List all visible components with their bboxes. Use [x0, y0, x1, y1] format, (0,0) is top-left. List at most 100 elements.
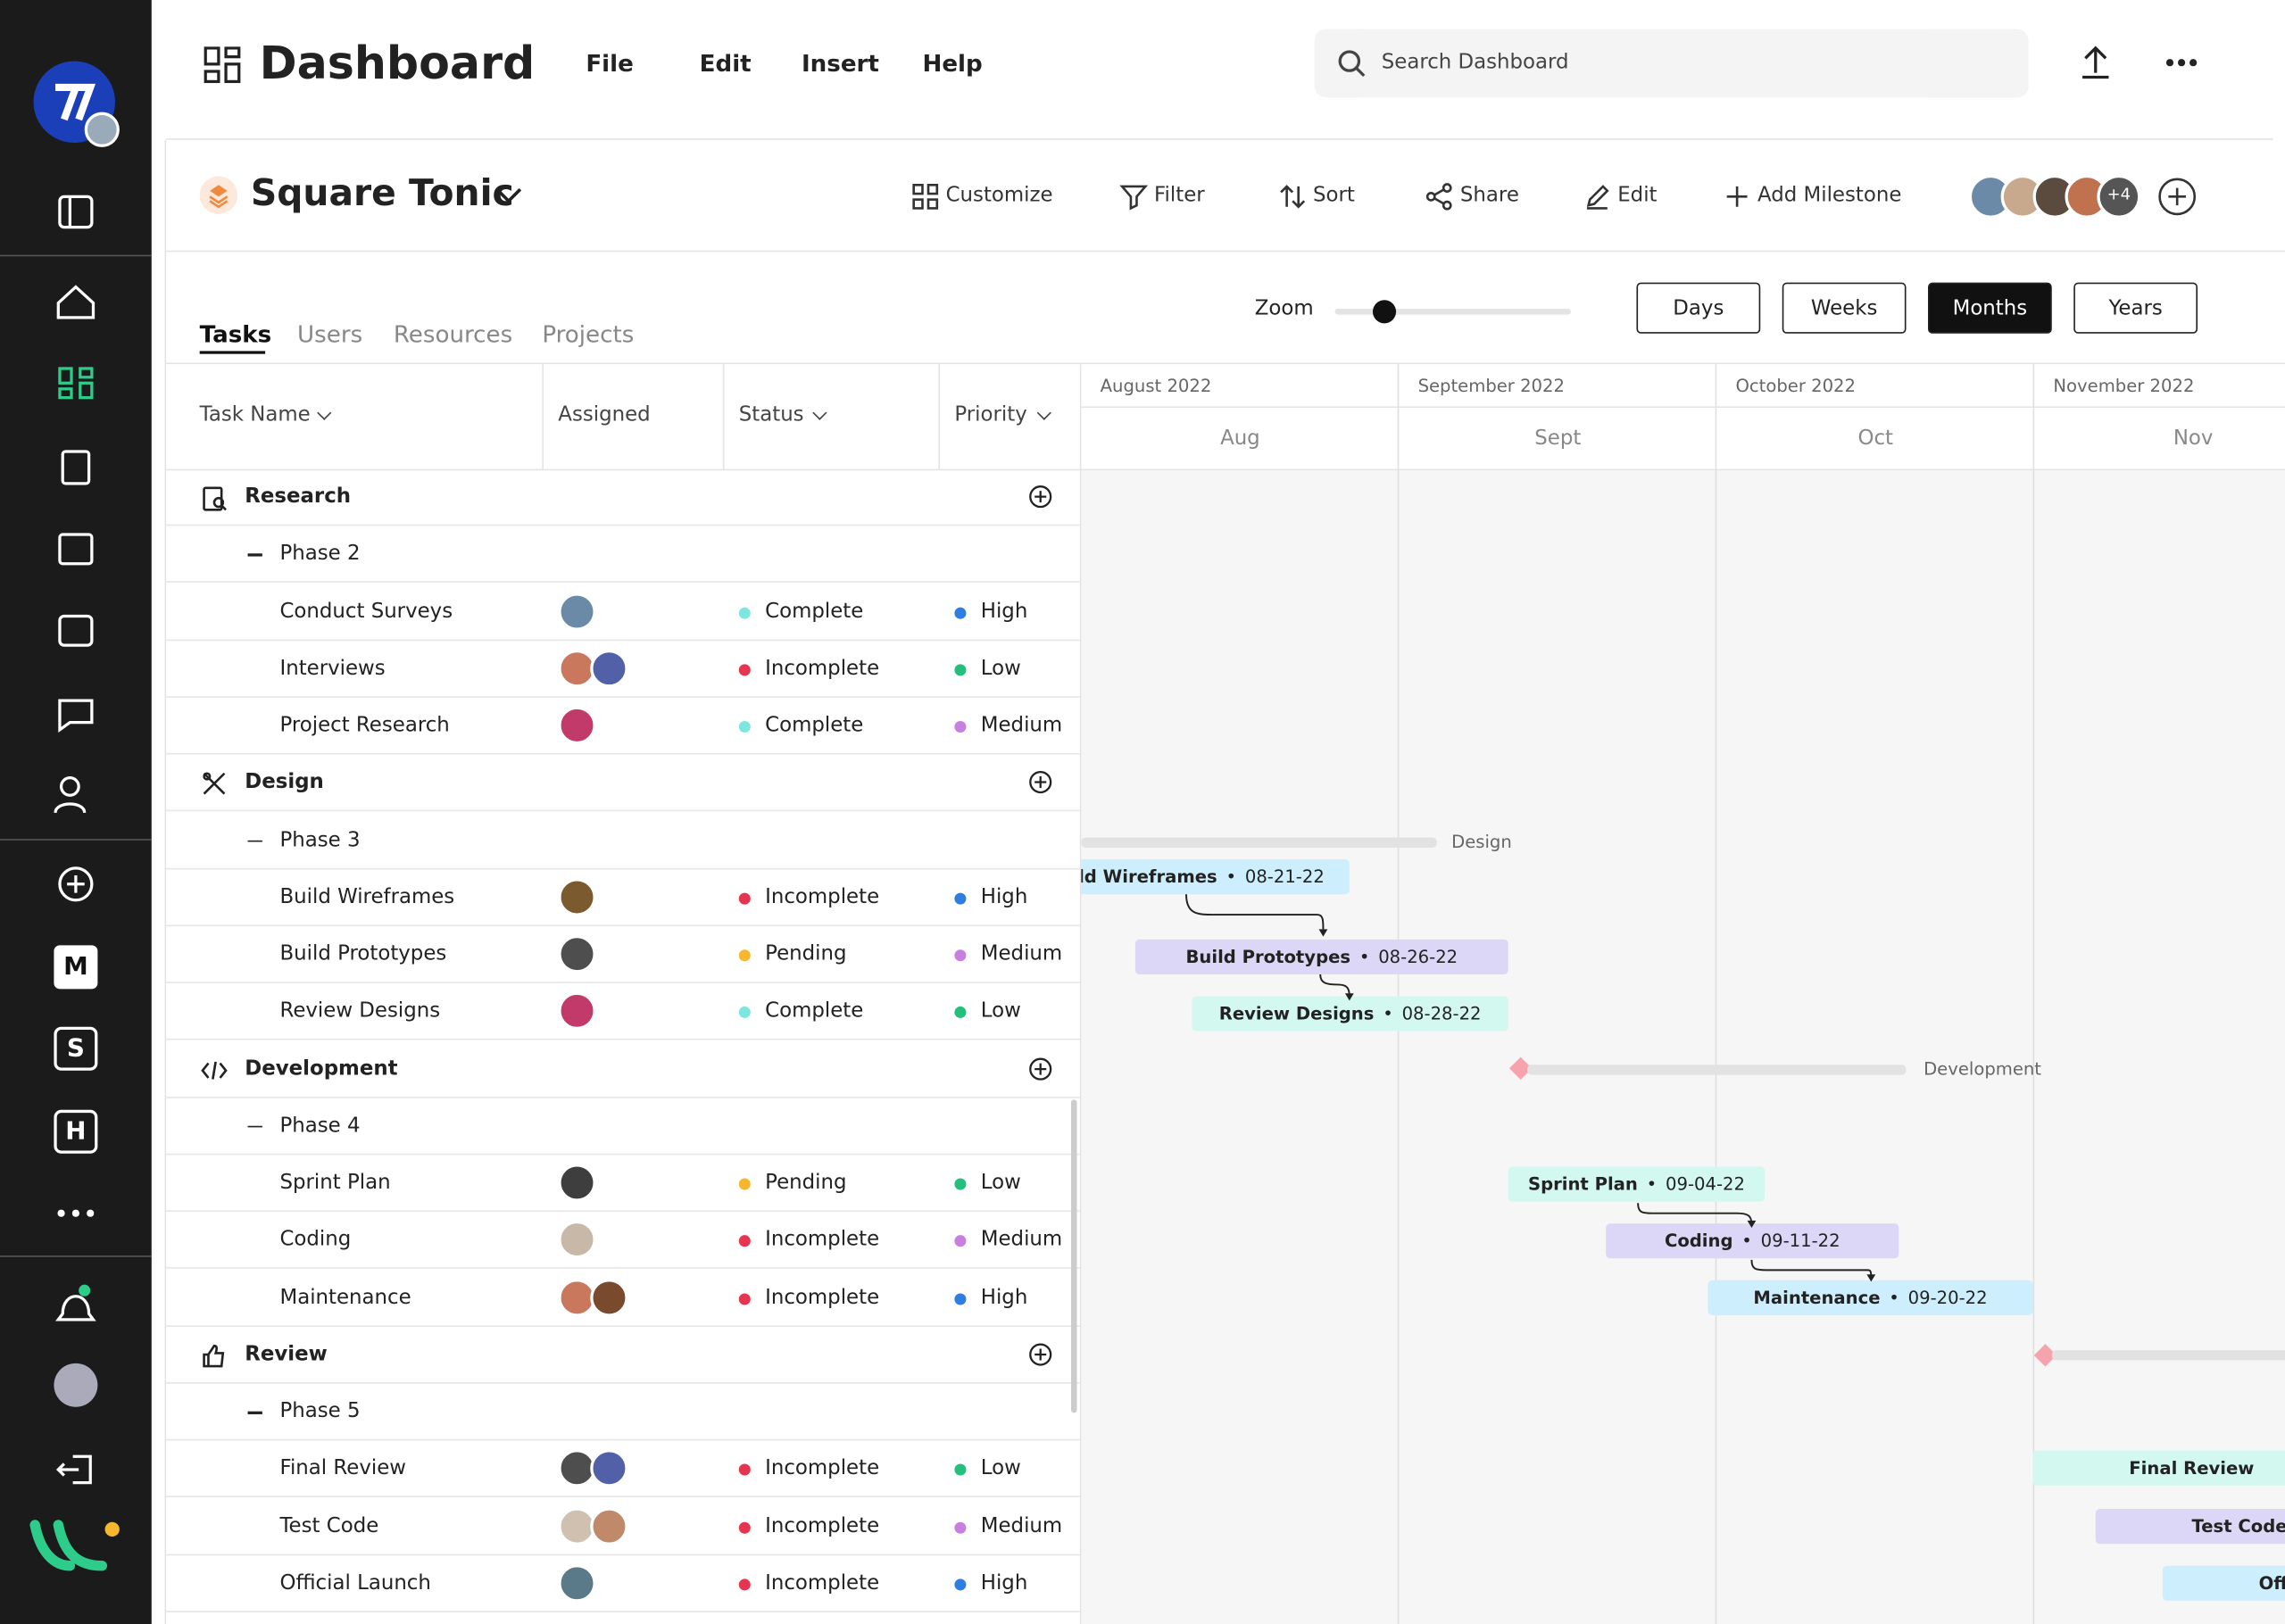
phase-row[interactable]: Phase 2 [166, 526, 1080, 584]
search-box[interactable]: Search Dashboard [1314, 29, 2029, 98]
task-row[interactable]: Maintenance Incomplete High [166, 1270, 1080, 1327]
task-row[interactable]: Interviews Incomplete Low [166, 641, 1080, 698]
toolbar-action[interactable]: Share [1459, 183, 1519, 207]
bar-date: 08-28-22 [1383, 1004, 1482, 1024]
avatar [558, 1563, 596, 1603]
task-row[interactable]: Coding Incomplete Medium [166, 1212, 1080, 1270]
toolbar-action[interactable]: Edit [1617, 183, 1658, 207]
search-icon [1338, 50, 1366, 78]
scrollbar[interactable] [1070, 1099, 1077, 1413]
dashboard-icon [204, 46, 241, 84]
tab[interactable]: Tasks [199, 320, 272, 349]
menu-item[interactable]: Help [922, 49, 983, 78]
app-s[interactable]: S [66, 1033, 85, 1064]
gantt-bar[interactable]: Sprint Plan 09-04-22 [1508, 1166, 1766, 1202]
gantt-bar[interactable]: Build Wireframes 08-21-22 [1081, 859, 1350, 895]
column-header[interactable]: Status [738, 403, 804, 427]
group-row[interactable]: Research [166, 469, 1080, 526]
action-icon [1583, 182, 1612, 211]
tab[interactable]: Users [297, 320, 363, 349]
bar-name: Build Prototypes [1185, 946, 1351, 967]
divider [166, 468, 2285, 471]
task-name: Interviews [279, 656, 386, 680]
view-button[interactable]: Years [2073, 282, 2198, 334]
task-row[interactable]: Sprint Plan Pending Low [166, 1155, 1080, 1213]
priority-dot [954, 1463, 967, 1476]
divider [0, 839, 152, 841]
phase-row[interactable]: Phase 5 [166, 1384, 1080, 1441]
phase-row[interactable]: Phase 4 [166, 1098, 1080, 1155]
sort-chevron[interactable] [1036, 405, 1051, 420]
menu-item[interactable]: Insert [801, 49, 879, 78]
more-members: +4 [2106, 185, 2131, 204]
group-row[interactable]: Design [166, 755, 1080, 812]
collapse[interactable] [247, 1125, 262, 1128]
project-dropdown[interactable] [493, 184, 525, 207]
add-task[interactable] [1029, 1343, 1052, 1366]
divider [164, 139, 167, 1624]
priority-dot [954, 720, 967, 733]
gantt-bar[interactable]: Test Code [2095, 1509, 2285, 1545]
add-task[interactable] [1029, 485, 1052, 509]
toolbar-action[interactable]: Add Milestone [1757, 183, 1902, 207]
column-header[interactable]: Priority [954, 403, 1027, 427]
task-row[interactable]: Final Review Incomplete Low [166, 1441, 1080, 1498]
task-row[interactable]: Build Prototypes Pending Medium [166, 926, 1080, 983]
top-icons[interactable] [2078, 44, 2209, 81]
task-name: Final Review [279, 1456, 406, 1480]
priority-dot [954, 606, 967, 618]
menu-item[interactable]: Edit [699, 49, 752, 78]
view-button[interactable]: Days [1636, 282, 1761, 334]
app-h[interactable]: H [65, 1116, 87, 1147]
task-row[interactable]: Project Research Complete Medium [166, 698, 1080, 755]
members[interactable] [1967, 173, 2200, 220]
sort-chevron[interactable] [317, 405, 332, 420]
menu-item[interactable]: File [586, 49, 634, 78]
task-name: Project Research [279, 713, 450, 737]
tab[interactable]: Projects [542, 320, 635, 349]
add-task[interactable] [1029, 771, 1052, 794]
gantt-bar[interactable]: Final Review [2032, 1450, 2285, 1486]
gantt-bar[interactable]: Review Designs 08-28-22 [1192, 996, 1508, 1032]
column-header[interactable]: Task Name [199, 403, 311, 427]
phase-name: Phase 2 [279, 542, 361, 566]
gantt-bar[interactable]: Official Launch [2162, 1565, 2285, 1601]
status-dot [738, 1235, 751, 1247]
gantt-bar[interactable]: Coding 09-11-22 [1606, 1223, 1899, 1259]
zoom-knob[interactable] [1372, 300, 1397, 324]
view-button[interactable]: Weeks [1782, 282, 1907, 334]
avatar [590, 1278, 628, 1316]
zoom-track[interactable] [1334, 309, 1571, 315]
gantt-bar[interactable]: Build Prototypes 08-26-22 [1134, 939, 1508, 975]
task-row[interactable]: Build Wireframes Incomplete High [166, 869, 1080, 926]
group-row[interactable]: Development [166, 1040, 1080, 1098]
sort-chevron[interactable] [812, 405, 827, 420]
tab[interactable]: Resources [393, 320, 513, 349]
collapse[interactable] [247, 840, 262, 842]
view-button[interactable]: Months [1927, 282, 2052, 334]
task-row[interactable]: Review Designs Complete Low [166, 983, 1080, 1040]
add-task[interactable] [1029, 1056, 1052, 1080]
toolbar-action[interactable]: Customize [945, 183, 1053, 207]
task-row[interactable]: Official Launch Incomplete High [166, 1555, 1080, 1612]
phase-name: Phase 5 [279, 1399, 361, 1423]
gantt-bar[interactable]: Maintenance 09-20-22 [1708, 1280, 2033, 1315]
task-name: Coding [279, 1228, 352, 1252]
summary-label: Design [1451, 832, 1512, 852]
column-header[interactable]: Assigned [558, 403, 651, 427]
collapse[interactable] [247, 553, 262, 557]
divider [0, 1255, 152, 1257]
status: Incomplete [765, 1285, 880, 1309]
task-row[interactable]: Test Code Incomplete Medium [166, 1498, 1080, 1555]
collapse[interactable] [247, 1411, 262, 1414]
phase-row[interactable]: Phase 3 [166, 812, 1080, 869]
status-dot [738, 720, 751, 733]
month-short: Oct [1857, 427, 1893, 451]
task-row[interactable]: Conduct Surveys Complete High [166, 584, 1080, 641]
avatar [558, 706, 596, 745]
toolbar-action[interactable]: Sort [1313, 183, 1355, 207]
app-m[interactable]: M [63, 952, 88, 982]
toolbar-action[interactable]: Filter [1154, 183, 1205, 207]
group-row[interactable]: Review [166, 1327, 1080, 1384]
divider [166, 138, 2273, 140]
